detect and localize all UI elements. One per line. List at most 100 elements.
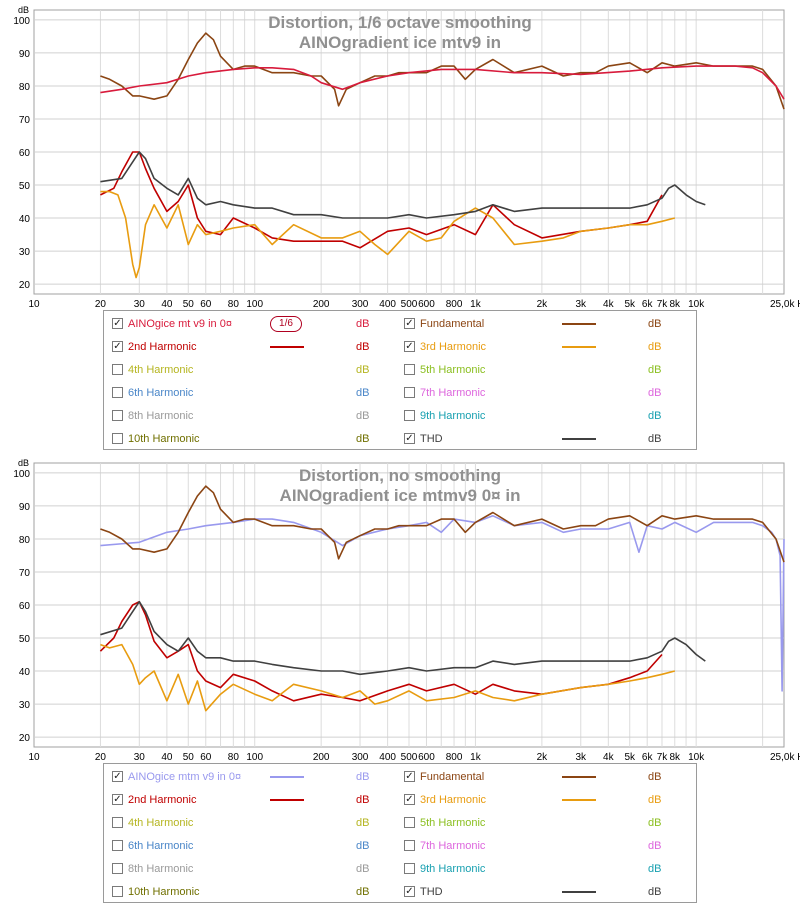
legend-checkbox[interactable] xyxy=(112,410,123,421)
chart-subtitle: AINOgradient ice mtv9 in xyxy=(299,33,501,52)
legend-checkbox[interactable]: ✓ xyxy=(404,341,415,352)
legend-line-swatch xyxy=(562,346,596,348)
y-tick-label: 40 xyxy=(19,214,31,225)
distortion-panel-smoothed: 100 90 80 70 60 50 40 30 20 dB 10 20 30 40 50 60 80 100 20… xyxy=(0,0,800,450)
legend-unit: dB xyxy=(356,794,370,806)
distortion-plot-unsmoothed[interactable]: 100 90 80 70 60 50 40 30 20 dB 10 20 30 40 50 60 80 100 20… xyxy=(0,453,800,763)
legend-label: 10th Harmonic xyxy=(128,433,200,445)
legend-label: 7th Harmonic xyxy=(420,387,486,399)
x-tick-label: 10k xyxy=(688,752,705,763)
legend-checkbox[interactable] xyxy=(112,433,123,444)
legend-checkbox[interactable]: ✓ xyxy=(112,341,123,352)
x-tick-label: 50 xyxy=(183,752,195,763)
legend-panel-smoothed: ✓ AINOgice mt v9 in 0¤ 1/6 dB ✓ Fundamental dB… xyxy=(103,310,697,450)
x-tick-label: 500 xyxy=(401,752,418,763)
x-tick-label: 60 xyxy=(200,752,212,763)
legend-label: THD xyxy=(420,886,443,898)
legend-label: AINOgice mtm v9 in 0¤ xyxy=(128,771,242,783)
legend-item: 7th Harmonic dB xyxy=(404,383,690,403)
legend-item: ✓ AINOgice mt v9 in 0¤ 1/6 dB xyxy=(112,314,398,334)
legend-checkbox[interactable]: ✓ xyxy=(112,318,123,329)
legend-label: AINOgice mt v9 in 0¤ xyxy=(128,318,232,330)
legend-checkbox[interactable]: ✓ xyxy=(112,794,123,805)
y-tick-label: 60 xyxy=(19,148,31,159)
legend-unit: dB xyxy=(356,318,370,330)
x-tick-label: 3k xyxy=(575,299,587,310)
legend-checkbox[interactable]: ✓ xyxy=(404,433,415,444)
legend-label: Fundamental xyxy=(420,318,485,330)
legend-item: ✓ 3rd Harmonic dB xyxy=(404,790,690,810)
x-tick-label: 200 xyxy=(313,752,330,763)
x-tick-label: 5k xyxy=(624,299,636,310)
legend-unit: dB xyxy=(648,771,662,783)
legend-checkbox[interactable] xyxy=(112,387,123,398)
legend-unit: dB xyxy=(356,886,370,898)
legend-item: 5th Harmonic dB xyxy=(404,360,690,380)
legend-line-swatch xyxy=(562,438,596,440)
series-line-3rd-harmonic xyxy=(100,190,675,279)
legend-checkbox[interactable]: ✓ xyxy=(112,771,123,782)
x-tick-label: 30 xyxy=(134,752,146,763)
legend-checkbox[interactable] xyxy=(112,817,123,828)
x-tick-label: 300 xyxy=(352,752,369,763)
y-axis-label: dB xyxy=(18,458,29,468)
legend-checkbox[interactable] xyxy=(112,840,123,851)
distortion-panel-unsmoothed: 100 90 80 70 60 50 40 30 20 dB 10 20 30 40 50 60 80 100 20… xyxy=(0,453,800,906)
legend-checkbox[interactable] xyxy=(404,410,415,421)
legend-checkbox[interactable]: ✓ xyxy=(404,794,415,805)
x-tick-label: 800 xyxy=(446,752,463,763)
x-tick-label: 25,0k Hz xyxy=(770,752,800,763)
legend-label: 5th Harmonic xyxy=(420,364,486,376)
legend-line-swatch xyxy=(270,776,304,778)
x-tick-label: 7k xyxy=(657,752,669,763)
legend-unit: dB xyxy=(648,433,662,445)
x-tick-label: 600 xyxy=(418,752,435,763)
legend-unit: dB xyxy=(356,771,370,783)
legend-line-swatch xyxy=(562,891,596,893)
y-tick-label: 90 xyxy=(19,49,31,60)
legend-item: ✓ Fundamental dB xyxy=(404,767,690,787)
legend-unit: dB xyxy=(356,863,370,875)
legend-unit: dB xyxy=(356,387,370,399)
x-tick-label: 4k xyxy=(603,299,615,310)
legend-checkbox[interactable] xyxy=(404,387,415,398)
x-tick-label: 3k xyxy=(575,752,587,763)
legend-unit: dB xyxy=(356,433,370,445)
legend-item: ✓ THD dB xyxy=(404,429,690,449)
legend-checkbox[interactable] xyxy=(404,840,415,851)
x-tick-label: 1k xyxy=(470,752,482,763)
legend-checkbox[interactable] xyxy=(404,817,415,828)
legend-checkbox[interactable] xyxy=(404,863,415,874)
legend-line-swatch xyxy=(562,776,596,778)
legend-checkbox[interactable] xyxy=(404,364,415,375)
x-tick-label: 2k xyxy=(537,299,549,310)
x-tick-label: 400 xyxy=(379,299,396,310)
legend-checkbox[interactable] xyxy=(112,863,123,874)
legend-label: 8th Harmonic xyxy=(128,863,194,875)
y-tick-label: 70 xyxy=(19,115,31,126)
legend-checkbox[interactable]: ✓ xyxy=(404,318,415,329)
y-tick-label: 50 xyxy=(19,181,31,192)
legend-label: 3rd Harmonic xyxy=(420,341,487,353)
legend-label: 2nd Harmonic xyxy=(128,794,197,806)
legend-item: 10th Harmonic dB xyxy=(112,882,398,902)
x-tick-label: 500 xyxy=(401,299,418,310)
legend-unit: dB xyxy=(648,840,662,852)
legend-checkbox[interactable]: ✓ xyxy=(404,886,415,897)
y-tick-label: 90 xyxy=(19,502,31,513)
series-line-2nd-harmonic xyxy=(99,600,663,702)
legend-label: 3rd Harmonic xyxy=(420,794,487,806)
legend-label: 4th Harmonic xyxy=(128,364,194,376)
legend-checkbox[interactable]: ✓ xyxy=(404,771,415,782)
legend-checkbox[interactable] xyxy=(112,364,123,375)
y-tick-label: 60 xyxy=(19,601,31,612)
series-line-thd xyxy=(100,600,706,676)
x-tick-label: 6k xyxy=(642,752,654,763)
x-tick-label: 4k xyxy=(603,752,615,763)
legend-checkbox[interactable] xyxy=(112,886,123,897)
legend-item: 4th Harmonic dB xyxy=(112,813,398,833)
distortion-plot-smoothed[interactable]: 100 90 80 70 60 50 40 30 20 dB 10 20 30 40 50 60 80 100 20… xyxy=(0,0,800,310)
legend-item: 5th Harmonic dB xyxy=(404,813,690,833)
x-tick-label: 1k xyxy=(470,299,482,310)
smoothing-badge[interactable]: 1/6 xyxy=(270,316,302,332)
